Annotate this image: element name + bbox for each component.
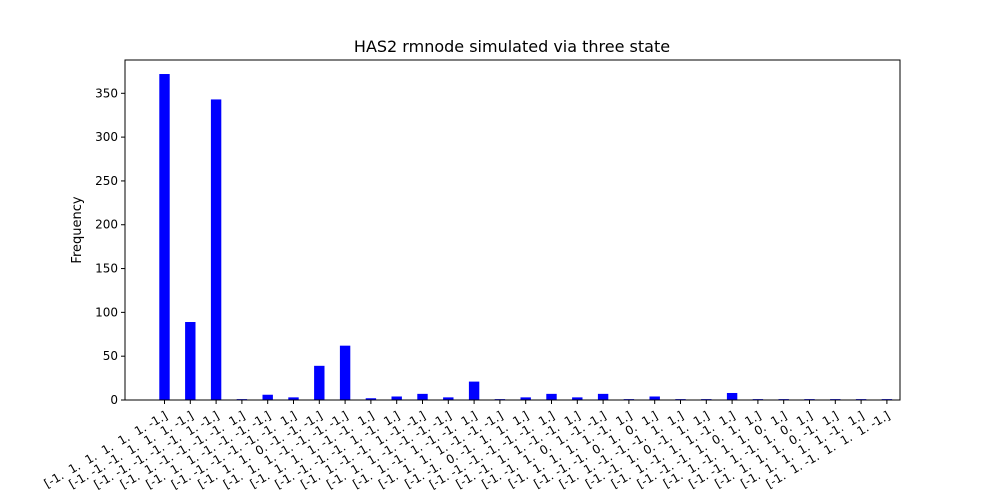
bar	[572, 397, 583, 400]
y-tick-label: 300	[95, 130, 118, 144]
plot-frame	[124, 59, 901, 401]
bar	[468, 381, 480, 400]
bar	[443, 397, 454, 400]
bar	[365, 398, 377, 400]
bar	[520, 397, 531, 400]
bar	[726, 392, 738, 400]
y-tick-label: 250	[95, 174, 118, 188]
bar	[314, 365, 325, 400]
y-tick-label: 150	[95, 262, 118, 276]
y-tick-label: 200	[95, 218, 118, 232]
y-axis-label: Frequency	[70, 196, 85, 263]
bar	[391, 396, 402, 400]
bar	[288, 397, 299, 400]
bar	[597, 393, 609, 400]
x-axis: [-1. 1. 1. 1. 1. 1. -1.][-1. -1. -1. 1. …	[42, 400, 892, 492]
y-tick-label: 50	[103, 349, 118, 363]
y-axis: 0 50 100 150 200 250 300 350	[95, 86, 125, 407]
bars	[159, 74, 893, 401]
bar	[417, 393, 428, 400]
bar	[649, 396, 660, 400]
bar	[262, 394, 273, 400]
chart-title: HAS2 rmnode simulated via three state	[354, 37, 670, 56]
y-tick-label: 100	[95, 305, 118, 319]
bar	[185, 322, 196, 400]
bar	[210, 99, 222, 401]
y-tick-label: 350	[95, 86, 118, 100]
bar	[339, 345, 351, 400]
y-tick-label: 0	[110, 393, 118, 407]
bar	[546, 393, 557, 400]
bar	[159, 74, 170, 400]
